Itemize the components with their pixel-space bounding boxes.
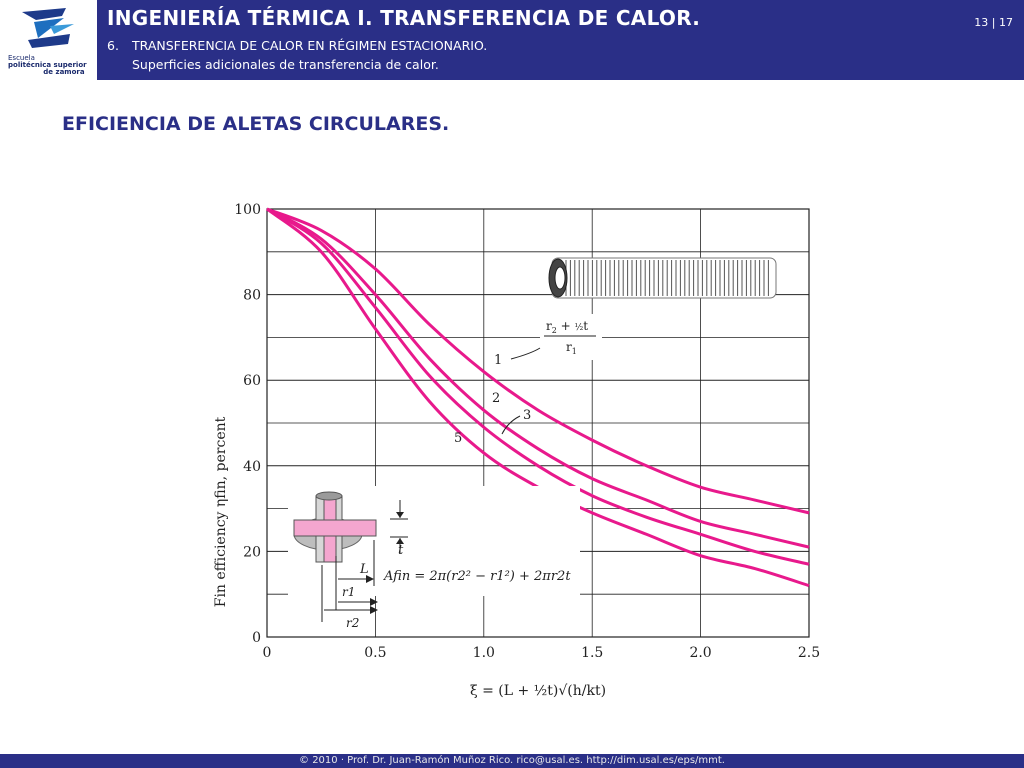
series-labels: 1 2 3 5 [454,347,541,446]
inset-label-L: L [359,562,369,577]
y-tick-label: 60 [243,373,261,389]
x-tick-label: 1.5 [581,645,603,661]
y-tick-label: 20 [243,544,261,560]
x-axis-label: ξ = (L + ½t)√(h/kt) [470,683,606,699]
footer-text: © 2010 · Prof. Dr. Juan-Ramón Muñoz Rico… [299,755,725,766]
series-line-2 [266,207,810,549]
parameter-label-box: r2 + ½t r1 [540,314,602,360]
series-line-3 [266,207,810,566]
slide-title: EFICIENCIA DE ALETAS CIRCULARES. [62,113,450,135]
series-label-5: 5 [454,431,462,446]
y-tick-label: 100 [234,202,261,218]
plot-frame [266,208,810,638]
page-number: 13 | 17 [974,16,1013,29]
series-line-1 [266,207,810,515]
logo-line-1: Escuela [8,54,35,62]
section-number: 6. [107,38,119,53]
x-tick-label: 0.5 [364,645,386,661]
x-tick-label: 2.5 [798,645,820,661]
series-label-2: 2 [492,391,500,406]
section-label: TRANSFERENCIA DE CALOR EN RÉGIMEN ESTACI… [132,38,488,53]
x-tick-label: 0 [263,645,272,661]
footer-bar: © 2010 · Prof. Dr. Juan-Ramón Muñoz Rico… [0,754,1024,768]
section-heading: 6. TRANSFERENCIA DE CALOR EN RÉGIMEN ESTA… [107,38,487,53]
series-line-5 [266,207,810,588]
finned-tube-illustration [548,257,777,299]
course-title: INGENIERÍA TÉRMICA I. TRANSFERENCIA DE C… [107,6,701,30]
logo-line-3: de zamora [43,68,85,76]
x-tick-label: 2.0 [689,645,711,661]
chart-series [266,207,810,588]
inset-label-r1: r1 [342,585,355,599]
fin-geometry-inset: t L r1 r2 Afin = 2π(r2² − r1²) + 2πr2t [288,486,580,630]
svg-text:r2 + ½t: r2 + ½t [546,319,588,335]
inset-formula: Afin = 2π(r2² − r1²) + 2πr2t [383,569,571,584]
y-tick-label: 40 [243,459,261,475]
inset-label-t: t [398,543,404,558]
series-label-1: 1 [494,353,502,368]
header-bar: Escuela politécnica superior de zamora I… [0,0,1024,80]
logo-line-2: politécnica superior [8,61,87,69]
svg-text:r1: r1 [566,340,577,356]
inset-label-r2: r2 [346,616,359,630]
school-logo: Escuela politécnica superior de zamora [0,0,97,80]
chart-axes: 0 20 40 60 80 100 0 0.5 1.0 1.5 2.0 2.5 [234,202,820,661]
subsection-heading: Superficies adicionales de transferencia… [132,57,439,72]
y-tick-label: 0 [252,630,261,646]
x-tick-label: 1.0 [473,645,495,661]
y-axis-label: Fin efficiency ηfin, percent [213,416,229,607]
school-logo-text: Escuela politécnica superior de zamora [8,55,87,76]
y-tick-label: 80 [243,288,261,304]
series-label-3: 3 [523,408,531,423]
school-logo-icon [22,8,74,48]
